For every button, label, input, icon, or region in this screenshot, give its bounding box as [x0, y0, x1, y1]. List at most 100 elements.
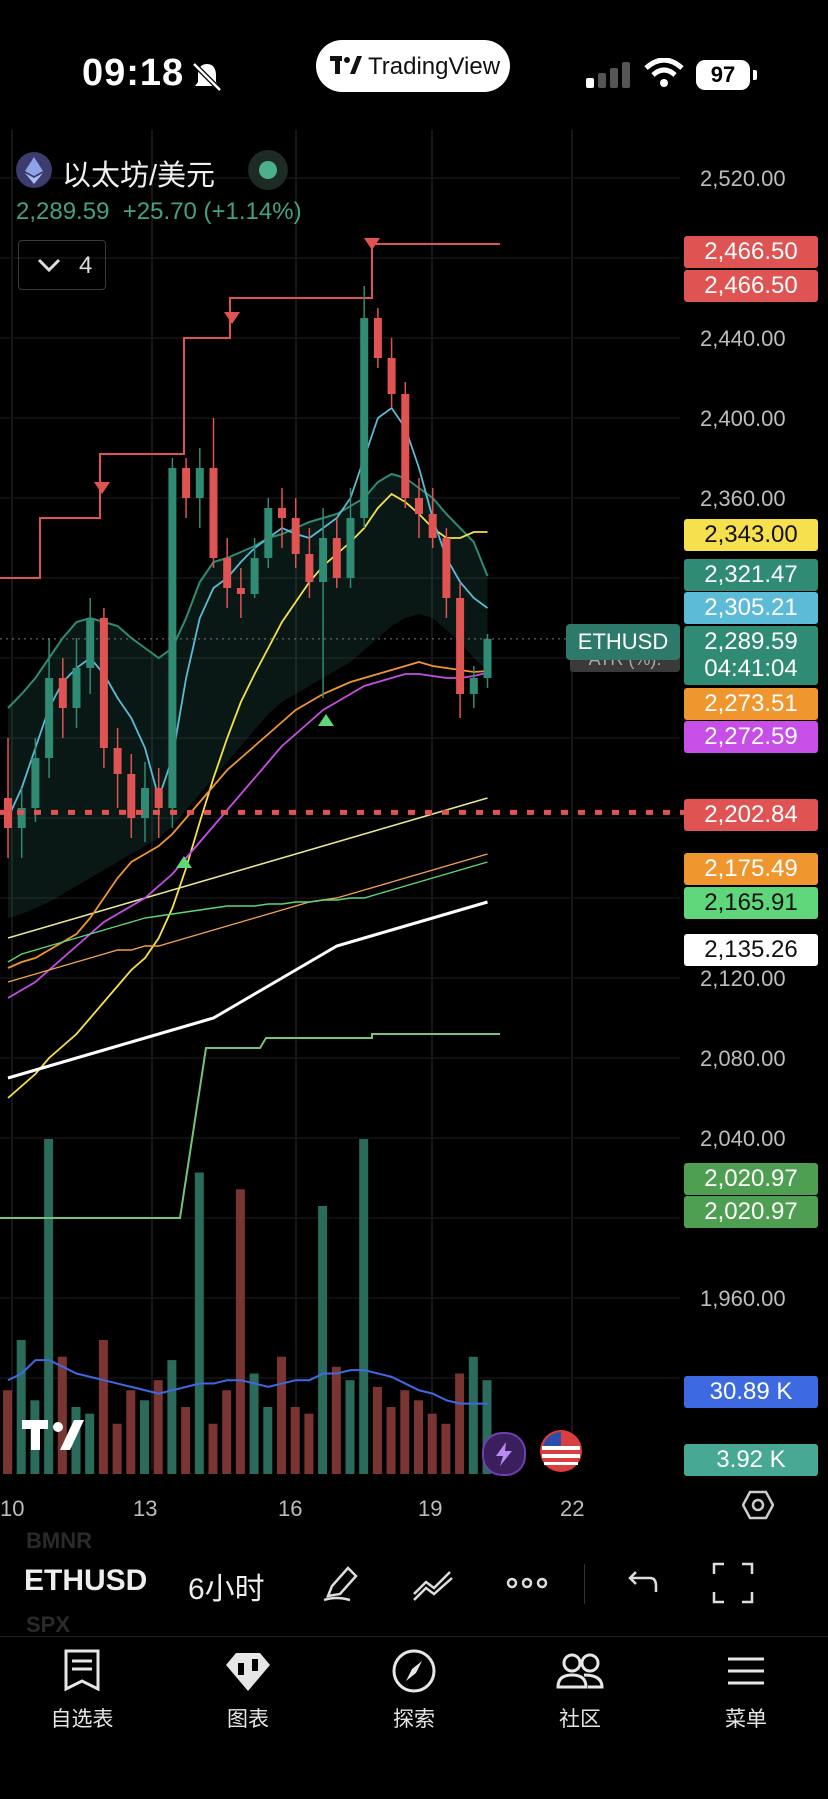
tradingview-pill[interactable]: TradingView — [316, 40, 510, 92]
candle-body — [428, 514, 437, 538]
price-tag-level: 2,202.84 — [684, 799, 818, 831]
y-tick-label: 2,040.00 — [700, 1126, 786, 1151]
candle-body — [86, 618, 95, 668]
fullscreen-icon[interactable] — [712, 1562, 754, 1604]
sell-marker — [224, 312, 240, 324]
candle-body — [127, 774, 136, 818]
candle-body — [182, 468, 191, 498]
ghost-symbol: BMNR — [26, 1528, 92, 1553]
toolbar-interval-button[interactable]: 6小时 — [188, 1573, 265, 1606]
price-tag-high: 2,466.50 — [684, 270, 818, 302]
volume-bar — [57, 1356, 67, 1474]
price-tag-ma: 2,343.00 — [684, 519, 818, 551]
volume-bar — [16, 1340, 26, 1474]
toolbar-divider — [584, 1564, 585, 1604]
community-icon — [556, 1653, 604, 1689]
volume-bar — [441, 1423, 451, 1474]
x-tick-label: 16 — [278, 1496, 303, 1521]
volume-bar — [304, 1413, 314, 1474]
nav-community[interactable]: 社区 — [520, 1647, 640, 1733]
battery-indicator: 97 — [696, 60, 750, 90]
price-tag-ma: 2,135.26 — [684, 934, 818, 966]
market-open-indicator[interactable] — [248, 150, 288, 190]
price-tag-ma: 2,305.21 — [684, 592, 818, 624]
volume-bar — [85, 1413, 95, 1474]
sell-marker — [94, 482, 110, 494]
y-tick-label: 1,960.00 — [700, 1286, 786, 1311]
candle-body — [415, 498, 423, 514]
price-tag-ma: 2,175.49 — [684, 853, 818, 885]
price-chart[interactable] — [0, 0, 828, 1520]
volume-bar — [359, 1139, 369, 1474]
nav-label: 自选表 — [50, 1708, 114, 1731]
nav-explore[interactable]: 探索 — [354, 1647, 474, 1733]
y-tick-label: 2,400.00 — [700, 406, 786, 431]
price-change-pct: (+1.14%) — [203, 198, 302, 225]
volume-bar — [126, 1390, 136, 1474]
flash-button[interactable] — [482, 1432, 526, 1476]
candle-body — [168, 468, 177, 808]
candle-body — [4, 798, 12, 828]
last-price: 2,289.59 — [16, 198, 110, 225]
nav-menu[interactable]: 菜单 — [686, 1647, 806, 1733]
price-tag-ma: 2,273.51 — [684, 688, 818, 720]
symbol-price-label: ETHUSD — [566, 624, 680, 660]
tradingview-logo-icon — [330, 56, 362, 74]
volume-bar — [400, 1390, 410, 1474]
undo-icon[interactable] — [620, 1562, 660, 1604]
y-tick-label: 2,080.00 — [700, 1046, 786, 1071]
candle-body — [195, 468, 204, 498]
volume-ma-line — [7, 1359, 488, 1405]
price-tag-high: 2,466.50 — [684, 236, 818, 268]
volume-bar — [345, 1380, 355, 1474]
volume-bar — [98, 1340, 108, 1474]
cellular-signal-icon — [586, 62, 630, 88]
bar-countdown: 04:41:04 — [684, 653, 818, 685]
sell-marker — [364, 238, 380, 250]
candle-body — [373, 318, 382, 358]
brand-name: TradingView — [368, 53, 501, 80]
ma-line-yellow — [7, 492, 488, 1099]
indicators-collapse-button[interactable]: 4 — [18, 240, 106, 290]
candle-body — [387, 358, 396, 394]
ethereum-icon — [16, 152, 52, 188]
compass-icon — [392, 1649, 436, 1693]
nav-watchlist[interactable]: 自选表 — [22, 1647, 142, 1733]
x-tick-label: 22 — [560, 1496, 585, 1521]
candle-body — [442, 538, 451, 598]
candle-body — [278, 508, 286, 518]
volume-bar — [208, 1423, 218, 1474]
symbol-title: 以太坊/美元 — [62, 160, 216, 192]
trend-lines-icon[interactable] — [410, 1562, 456, 1604]
y-tick-label: 2,520.00 — [700, 166, 786, 191]
x-tick-label: 19 — [418, 1496, 443, 1521]
more-icon[interactable] — [504, 1562, 550, 1604]
status-bar: 09:18 TradingView 97 — [0, 0, 828, 140]
chart-icon — [226, 1653, 270, 1691]
candle-body — [58, 678, 67, 708]
low-channel-line — [0, 1033, 500, 1219]
ma-line-orange — [7, 661, 488, 969]
candle-body — [346, 518, 355, 578]
watchlist-icon — [64, 1649, 100, 1692]
volume-bar — [181, 1407, 191, 1474]
x-tick-label: 10 — [0, 1496, 25, 1521]
nav-chart[interactable]: 图表 — [188, 1647, 308, 1733]
candle-body — [113, 748, 122, 774]
ma-line-lightyellow — [7, 797, 488, 939]
candle-body — [209, 468, 218, 558]
price-tag-ma: 2,165.91 — [684, 887, 818, 919]
region-flag-button[interactable] — [540, 1430, 582, 1472]
chart-settings-icon[interactable] — [742, 1490, 774, 1520]
candle-body — [99, 618, 108, 748]
toolbar-symbol-button[interactable]: ETHUSD — [24, 1564, 148, 1597]
battery-cap — [753, 70, 757, 80]
candle-body — [45, 678, 54, 758]
wifi-icon — [644, 58, 684, 87]
pen-draw-icon[interactable] — [320, 1562, 362, 1604]
candle-body — [223, 558, 232, 588]
price-tag-low: 2,020.97 — [684, 1196, 818, 1228]
volume-bar — [468, 1356, 478, 1474]
nav-label: 社区 — [559, 1708, 601, 1731]
volume-bar — [318, 1206, 328, 1474]
